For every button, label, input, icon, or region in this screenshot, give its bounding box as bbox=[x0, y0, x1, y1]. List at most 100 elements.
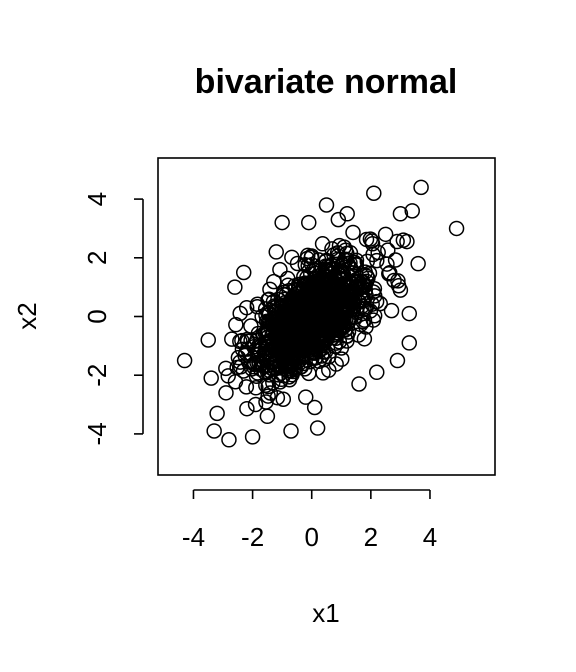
data-point bbox=[228, 316, 244, 333]
data-point bbox=[330, 211, 347, 228]
data-point bbox=[410, 255, 426, 272]
data-point bbox=[284, 249, 300, 266]
data-point bbox=[268, 244, 284, 260]
data-point bbox=[372, 295, 388, 312]
data-point bbox=[401, 335, 418, 351]
data-point bbox=[313, 296, 330, 312]
data-point bbox=[218, 385, 234, 401]
data-point bbox=[305, 261, 322, 278]
data-point bbox=[364, 296, 380, 312]
data-point bbox=[235, 264, 252, 281]
data-point bbox=[342, 260, 359, 277]
data-point bbox=[289, 304, 305, 321]
data-point bbox=[366, 185, 382, 201]
data-point bbox=[221, 432, 237, 448]
data-point bbox=[336, 239, 352, 255]
data-point bbox=[337, 295, 354, 312]
data-point bbox=[259, 408, 276, 425]
data-point bbox=[387, 252, 404, 268]
data-point bbox=[339, 302, 356, 319]
y-tick-label: -2 bbox=[82, 364, 112, 387]
y-axis-label: x2 bbox=[12, 302, 42, 329]
data-point bbox=[265, 374, 281, 391]
data-point bbox=[320, 280, 336, 297]
data-point bbox=[308, 349, 324, 366]
data-point bbox=[324, 241, 340, 257]
data-point bbox=[321, 362, 337, 378]
data-point bbox=[209, 405, 225, 422]
data-point bbox=[328, 330, 344, 346]
data-point bbox=[369, 252, 385, 269]
data-point bbox=[297, 389, 314, 405]
data-point bbox=[324, 308, 341, 325]
y-tick-label: -4 bbox=[82, 422, 112, 445]
data-point bbox=[258, 394, 274, 410]
data-point bbox=[263, 332, 280, 348]
data-point bbox=[244, 429, 261, 445]
data-point bbox=[248, 380, 264, 396]
data-point bbox=[283, 423, 299, 439]
plot-area bbox=[157, 157, 496, 476]
x-axis: -4 -2 0 2 4 bbox=[182, 489, 437, 552]
data-point bbox=[176, 352, 193, 369]
x-tick-label: 2 bbox=[364, 522, 378, 552]
x-tick-label: -2 bbox=[241, 522, 264, 552]
x-tick-label: 0 bbox=[304, 522, 318, 552]
data-point bbox=[401, 305, 418, 322]
data-points bbox=[176, 179, 465, 448]
data-point bbox=[362, 303, 379, 319]
data-point bbox=[266, 273, 282, 290]
data-point bbox=[362, 231, 379, 247]
data-point bbox=[218, 360, 234, 377]
data-point bbox=[262, 385, 279, 401]
data-point bbox=[369, 364, 385, 381]
data-point bbox=[284, 349, 300, 366]
data-point bbox=[386, 272, 402, 289]
data-point bbox=[314, 236, 331, 252]
data-point bbox=[390, 278, 407, 294]
data-point bbox=[404, 203, 420, 219]
data-point bbox=[243, 318, 259, 334]
data-point bbox=[334, 265, 351, 281]
data-point bbox=[300, 321, 317, 338]
data-point bbox=[383, 302, 400, 319]
data-point bbox=[448, 220, 465, 237]
data-point bbox=[318, 197, 335, 213]
data-point bbox=[260, 378, 277, 395]
data-point bbox=[275, 391, 292, 407]
data-point bbox=[351, 376, 367, 392]
data-point bbox=[258, 307, 274, 323]
data-point bbox=[307, 341, 324, 358]
data-point bbox=[308, 290, 324, 307]
data-point bbox=[270, 309, 286, 325]
data-point bbox=[347, 279, 363, 296]
data-point bbox=[248, 368, 265, 385]
data-point bbox=[224, 331, 240, 347]
data-point bbox=[261, 314, 278, 331]
data-point bbox=[238, 379, 255, 395]
y-axis: -4 -2 0 2 4 bbox=[82, 192, 144, 445]
data-point bbox=[278, 355, 294, 371]
data-point bbox=[353, 316, 369, 333]
data-point bbox=[261, 344, 278, 360]
data-point bbox=[272, 261, 288, 278]
data-point bbox=[310, 252, 327, 268]
data-point bbox=[357, 264, 373, 280]
data-point bbox=[339, 206, 355, 222]
data-point bbox=[291, 311, 307, 328]
data-point bbox=[203, 370, 219, 386]
data-point bbox=[309, 420, 326, 436]
data-point bbox=[345, 224, 361, 241]
data-point bbox=[413, 179, 429, 196]
data-point bbox=[370, 244, 386, 261]
data-point bbox=[200, 332, 217, 348]
data-point bbox=[381, 265, 398, 281]
data-point bbox=[389, 233, 405, 250]
data-point bbox=[399, 233, 415, 250]
data-point bbox=[320, 324, 336, 341]
data-point bbox=[297, 257, 314, 273]
data-point bbox=[206, 423, 222, 439]
plot-box bbox=[157, 157, 496, 476]
y-tick-label: 2 bbox=[82, 251, 112, 265]
x-axis-label: x1 bbox=[312, 598, 339, 628]
